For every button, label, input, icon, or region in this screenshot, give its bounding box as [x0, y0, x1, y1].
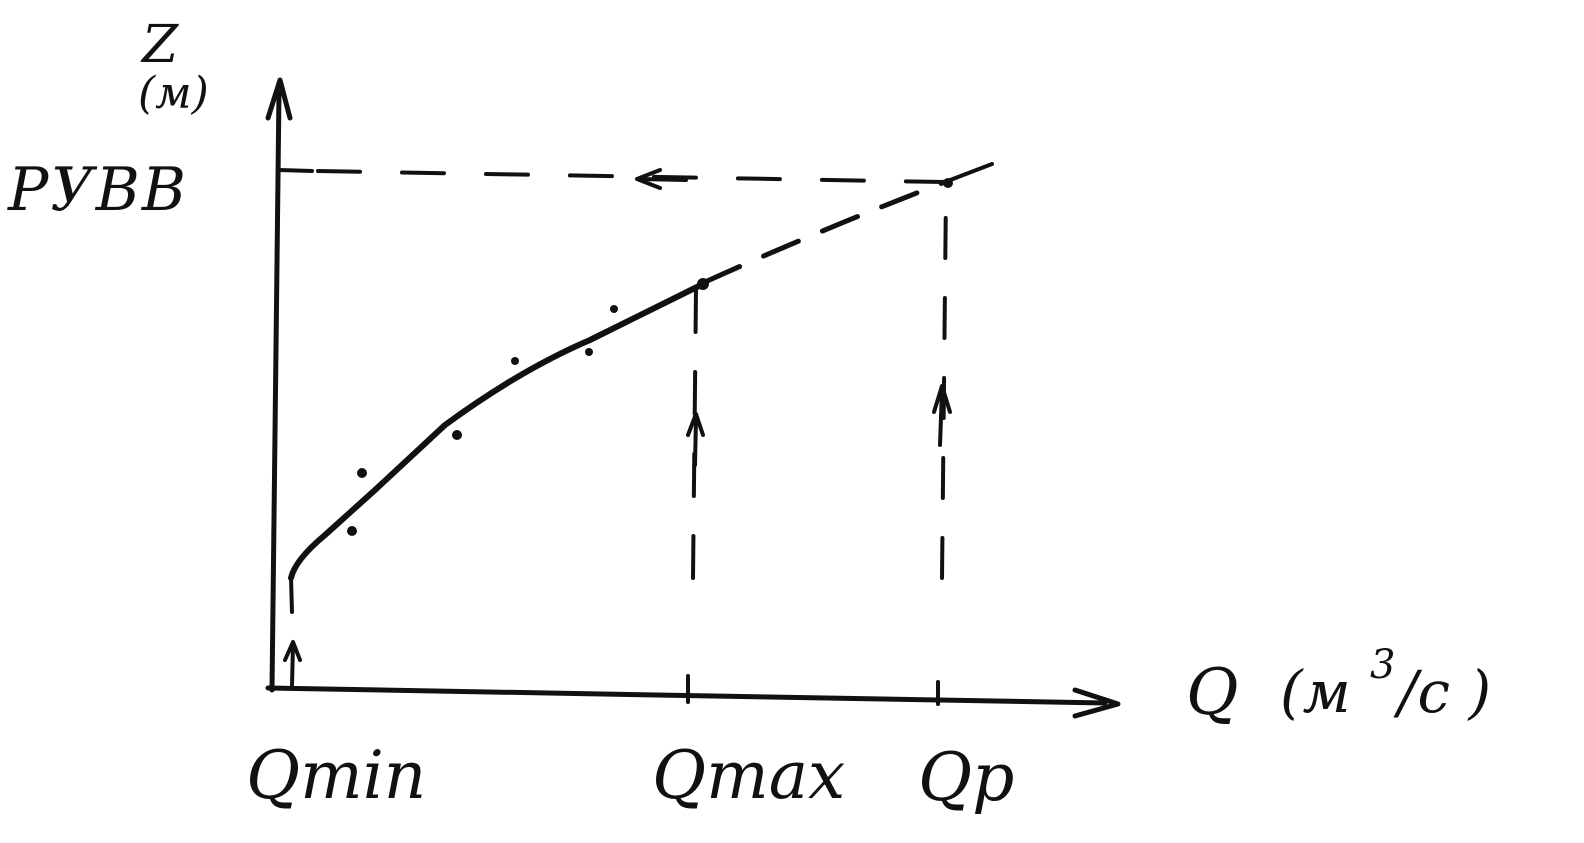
y-axis-symbol: Z: [140, 15, 179, 75]
x-axis-unit-close: /с ): [1393, 658, 1491, 726]
qmin-drop-line: [289, 576, 294, 614]
z-axis-line: [269, 89, 282, 693]
direction-arrows: [283, 168, 952, 687]
axis-ticks: [277, 168, 940, 706]
x-axis-unit-open: (м: [1280, 658, 1351, 726]
observation-point: [585, 348, 593, 356]
observed-curve-group: [288, 178, 953, 614]
extrapolated-curve: [702, 179, 948, 285]
qmax-label: Qmax: [652, 737, 845, 814]
z-axis-arrowhead: [265, 77, 293, 121]
observation-point: [357, 468, 367, 478]
x-axis-symbol: Q: [1186, 656, 1238, 730]
observation-point-qp: [943, 178, 953, 188]
x-axis-unit-power: 3: [1370, 642, 1395, 688]
observation-point: [452, 430, 462, 440]
construction-lines: [316, 162, 994, 580]
observed-rating-curve: [288, 281, 706, 581]
ruvv-dashed-line: [316, 169, 947, 184]
y-axis-unit: (м): [138, 68, 209, 119]
observation-point-qmax: [697, 278, 709, 290]
observation-point: [610, 305, 618, 313]
labels: Z (м) РУВВ Q (м 3 /с ) Qmin Qmax Qр: [7, 15, 1491, 816]
qmin-label: Qmin: [246, 737, 426, 814]
ruvv-tick: [277, 168, 314, 173]
curve-end-tail: [943, 162, 994, 184]
qmax-up-arrow: [686, 412, 705, 467]
observation-point: [347, 526, 357, 536]
qp-dashed-line: [940, 188, 948, 580]
q-axis-arrowhead: [1072, 687, 1121, 719]
ruvv-label: РУВВ: [7, 155, 188, 225]
qp-up-arrow: [932, 384, 952, 447]
ruvv-left-arrow: [635, 168, 688, 190]
observation-point: [511, 357, 519, 365]
qp-label: Qр: [918, 739, 1014, 816]
qmin-up-arrow: [283, 640, 302, 687]
